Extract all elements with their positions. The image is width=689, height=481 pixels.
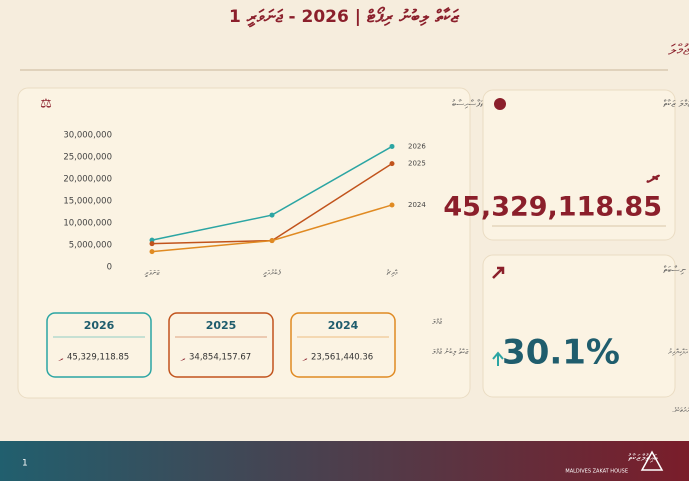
total-value: 45,329,118.85: [443, 192, 662, 223]
trend-icon: [492, 266, 505, 279]
totals-label: ޖުމްލަ: [432, 318, 442, 326]
total-year: 2025: [206, 319, 237, 332]
total-year: 2026: [84, 319, 115, 332]
data-point: [269, 212, 275, 218]
currency-symbol: ރ: [646, 165, 661, 190]
total-box: [168, 312, 274, 378]
x-tick-label: ފެބުރުއަރީ: [263, 269, 282, 278]
data-point: [269, 238, 275, 244]
total-box: [46, 312, 152, 378]
y-tick-label: 20,000,000: [63, 175, 112, 185]
totals-sublabel: ޒަކާތު ލިބުނު ޖުމްލަ: [432, 347, 469, 356]
total-label: ޖުމްލަ ޒަކާތް: [663, 100, 689, 110]
y-tick-label: 25,000,000: [63, 153, 112, 163]
growth-label: އިތުރުވި ނިސްބަތް: [663, 266, 689, 276]
y-tick-label: 15,000,000: [63, 197, 112, 207]
page-number: 1: [22, 459, 28, 469]
series-label: 2024: [408, 201, 426, 209]
series-label: 2026: [408, 142, 426, 150]
total-card: [482, 89, 676, 241]
total-box: [290, 312, 396, 378]
growth-value: 30.1%: [502, 333, 620, 373]
total-amount: 45,329,118.85: [67, 353, 129, 363]
total-currency: ރ: [181, 355, 186, 364]
total-amount: 23,561,440.36: [311, 353, 373, 363]
coin-icon: [494, 98, 506, 110]
data-point: [149, 237, 155, 243]
data-point: [149, 241, 155, 247]
x-tick-label: ޖަނަވަރީ: [145, 269, 160, 278]
footer-bar: [0, 441, 689, 481]
org-name-dv: ބައިތުލްޒަކާތު: [628, 454, 659, 464]
data-point: [389, 143, 395, 149]
y-tick-label: 0: [107, 263, 112, 273]
total-amount: 34,854,157.67: [189, 353, 251, 363]
footnote: ނޯޓް: މި ރިޕޯޓުގައި ހިމެނޭ އަދަދުތަކަކީ …: [672, 406, 689, 414]
logo: [640, 450, 664, 471]
series-label: 2025: [408, 160, 426, 168]
total-currency: ރ: [303, 355, 308, 364]
total-year: 2024: [328, 319, 359, 332]
up-arrow: [492, 351, 504, 366]
growth-card: [482, 254, 676, 398]
data-point: [389, 161, 395, 167]
total-currency: ރ: [59, 355, 64, 364]
data-point: [389, 202, 395, 208]
y-tick-label: 30,000,000: [63, 131, 112, 141]
growth-note: ވޭތުވި އަހަރާ އަޅާކިޔާއިރު: [668, 347, 689, 356]
section-title: ލިބުނު ޖުމްލަ: [668, 41, 689, 59]
org-name-en: MALDIVES ZAKAT HOUSE: [565, 469, 628, 475]
x-tick-label: މާރިޗު: [386, 268, 397, 277]
y-tick-label: 5,000,000: [69, 241, 112, 251]
page-title: ޒަކާތް ލިބުނު ރިޕޯޓް | 2026 - ޖަނަވަރީ 1: [229, 6, 460, 28]
y-tick-label: 10,000,000: [63, 219, 112, 229]
data-point: [149, 249, 155, 255]
scale-icon: ⚖: [40, 97, 52, 112]
